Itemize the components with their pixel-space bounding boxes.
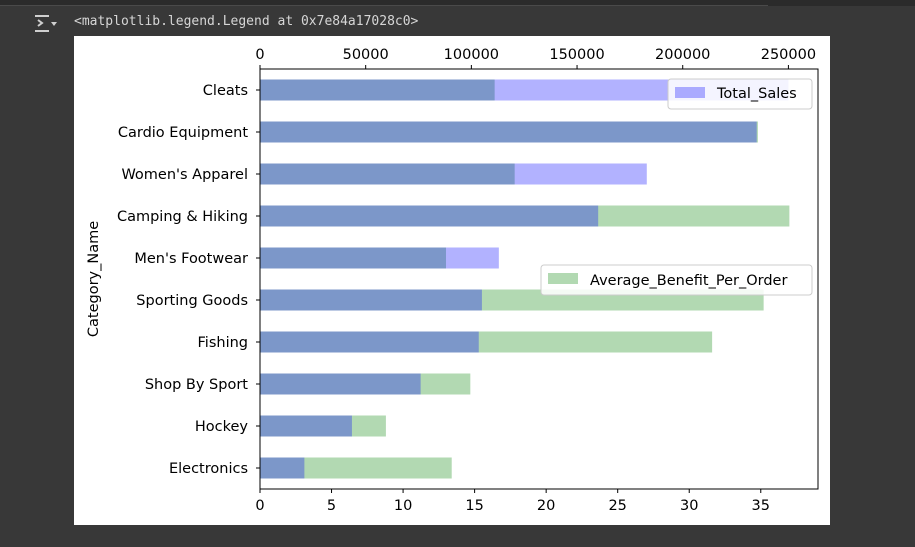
benefit-bar — [260, 247, 446, 269]
benefit-bar — [260, 121, 758, 143]
sales-bar — [260, 247, 499, 269]
y-tick-label: Sporting Goods — [136, 293, 248, 309]
bottom-x-tick-label: 20 — [537, 498, 555, 514]
y-tick-label: Electronics — [169, 461, 248, 477]
bottom-x-tick-label: 30 — [680, 498, 698, 514]
chart-figure: Cleats Cardio Equipment Women's Apparel Cam… — [74, 36, 830, 525]
sales-bar — [260, 121, 757, 143]
benefit-bar — [260, 79, 495, 101]
bottom-x-tick-label: 15 — [465, 498, 483, 514]
top-x-tick-label: 100000 — [444, 47, 499, 63]
y-tick-label: Cleats — [203, 83, 248, 99]
benefit-bar — [260, 373, 471, 395]
sales-bar — [260, 415, 352, 437]
sales-bar — [260, 79, 789, 101]
sales-bar — [260, 373, 421, 395]
output-toggle-icon[interactable] — [33, 13, 59, 35]
legend-label-total-sales: Total_Sales — [716, 86, 797, 102]
plot-frame — [259, 68, 819, 490]
bottom-x-tick-label: 10 — [394, 498, 412, 514]
sales-bar — [260, 205, 599, 227]
legend-swatch-average-benefit — [548, 273, 578, 284]
bottom-x-tick-label: 25 — [608, 498, 626, 514]
y-axis-label: Category_Name — [86, 221, 102, 337]
y-tick-label: Women's Apparel — [121, 167, 248, 183]
bottom-x-tick-label: 0 — [255, 498, 264, 514]
output-repr-text: <matplotlib.legend.Legend at 0x7e84a1702… — [74, 14, 419, 29]
benefit-bar — [260, 457, 452, 479]
top-x-tick-label: 150000 — [549, 47, 604, 63]
sales-bar — [260, 331, 479, 353]
legend-swatch-total-sales — [675, 87, 705, 98]
y-tick-label: Men's Footwear — [134, 251, 248, 267]
benefit-bar — [260, 205, 790, 227]
cell-top-border — [0, 0, 915, 6]
top-x-tick-label: 200000 — [655, 47, 710, 63]
sales-bar — [260, 163, 647, 185]
legend-box — [540, 264, 813, 296]
benefit-bar — [260, 163, 515, 185]
y-tick-label: Cardio Equipment — [118, 125, 248, 141]
top-x-tick-label: 0 — [255, 47, 264, 63]
sales-bar — [260, 289, 482, 311]
top-x-tick-label: 250000 — [761, 47, 816, 63]
top-x-tick-label: 50000 — [343, 47, 389, 63]
y-tick-label: Shop By Sport — [145, 377, 248, 393]
benefit-bar — [260, 415, 386, 437]
legend-box — [667, 78, 813, 110]
y-tick-label: Fishing — [198, 335, 248, 351]
sales-bar — [260, 457, 305, 479]
y-tick-label: Camping & Hiking — [117, 209, 248, 225]
bottom-x-tick-label: 5 — [327, 498, 336, 514]
horizontal-bar-chart: Cleats Cardio Equipment Women's Apparel Cam… — [86, 47, 819, 514]
bottom-x-tick-label: 35 — [752, 498, 770, 514]
legend-label-average-benefit: Average_Benefit_Per_Order — [590, 273, 787, 289]
benefit-bar — [260, 331, 713, 353]
y-tick-label: Hockey — [195, 419, 249, 435]
